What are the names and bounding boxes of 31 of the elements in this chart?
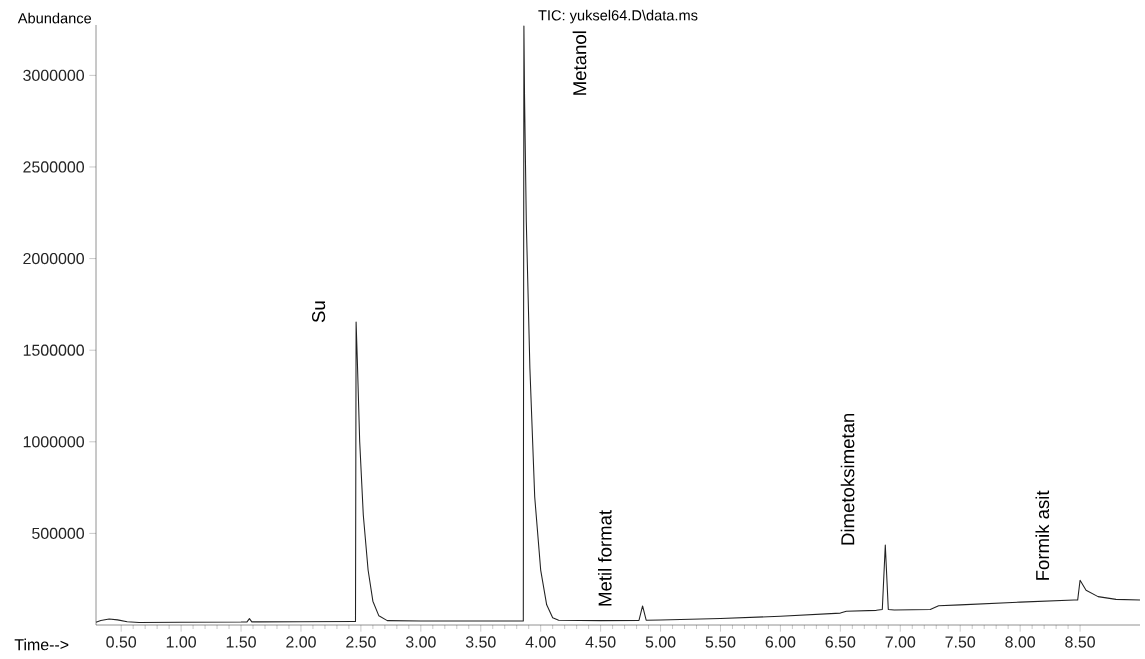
y-tick-label: 2500000 bbox=[23, 161, 85, 173]
x-tick-label: 4.00 bbox=[525, 636, 556, 648]
x-tick-label: 7.00 bbox=[885, 636, 916, 648]
annotation: Formik asit bbox=[1035, 490, 1050, 580]
x-tick-label: 3.50 bbox=[465, 636, 496, 648]
chart-title: TIC: yuksel64.D\data.ms bbox=[538, 9, 698, 24]
x-tick-label: 5.00 bbox=[645, 636, 676, 648]
x-tick-label: 6.00 bbox=[765, 636, 796, 648]
x-tick-label: 8.50 bbox=[1065, 636, 1095, 648]
x-axis-title: Time--> bbox=[14, 638, 69, 651]
annotation: Metanol bbox=[572, 31, 587, 95]
x-tick-label: 7.50 bbox=[945, 636, 976, 648]
annotation: Su bbox=[311, 301, 326, 323]
annotation: Dimetoksimetan bbox=[840, 413, 855, 545]
y-tick-label: 500000 bbox=[32, 527, 85, 540]
y-tick-label: 1000000 bbox=[23, 436, 85, 448]
x-tick-label: 2.00 bbox=[286, 636, 316, 648]
x-tick-label: 3.00 bbox=[405, 636, 436, 648]
x-tick-label: 4.50 bbox=[585, 636, 616, 648]
x-tick-label: 1.50 bbox=[226, 636, 256, 648]
y-tick-label: 3000000 bbox=[23, 69, 85, 82]
x-tick-label: 8.00 bbox=[1005, 636, 1036, 648]
x-tick-label: 5.50 bbox=[705, 636, 736, 648]
x-tick-label: 2.50 bbox=[346, 636, 376, 648]
annotation: Metil format bbox=[597, 510, 612, 606]
y-tick-label: 1500000 bbox=[23, 344, 85, 356]
x-tick-label: 6.50 bbox=[825, 636, 856, 648]
x-tick-label: 0.50 bbox=[106, 636, 137, 648]
x-tick-label: 1.00 bbox=[166, 636, 196, 648]
y-tick-label: 2000000 bbox=[23, 252, 85, 265]
y-axis-title: Abundance bbox=[17, 12, 92, 24]
